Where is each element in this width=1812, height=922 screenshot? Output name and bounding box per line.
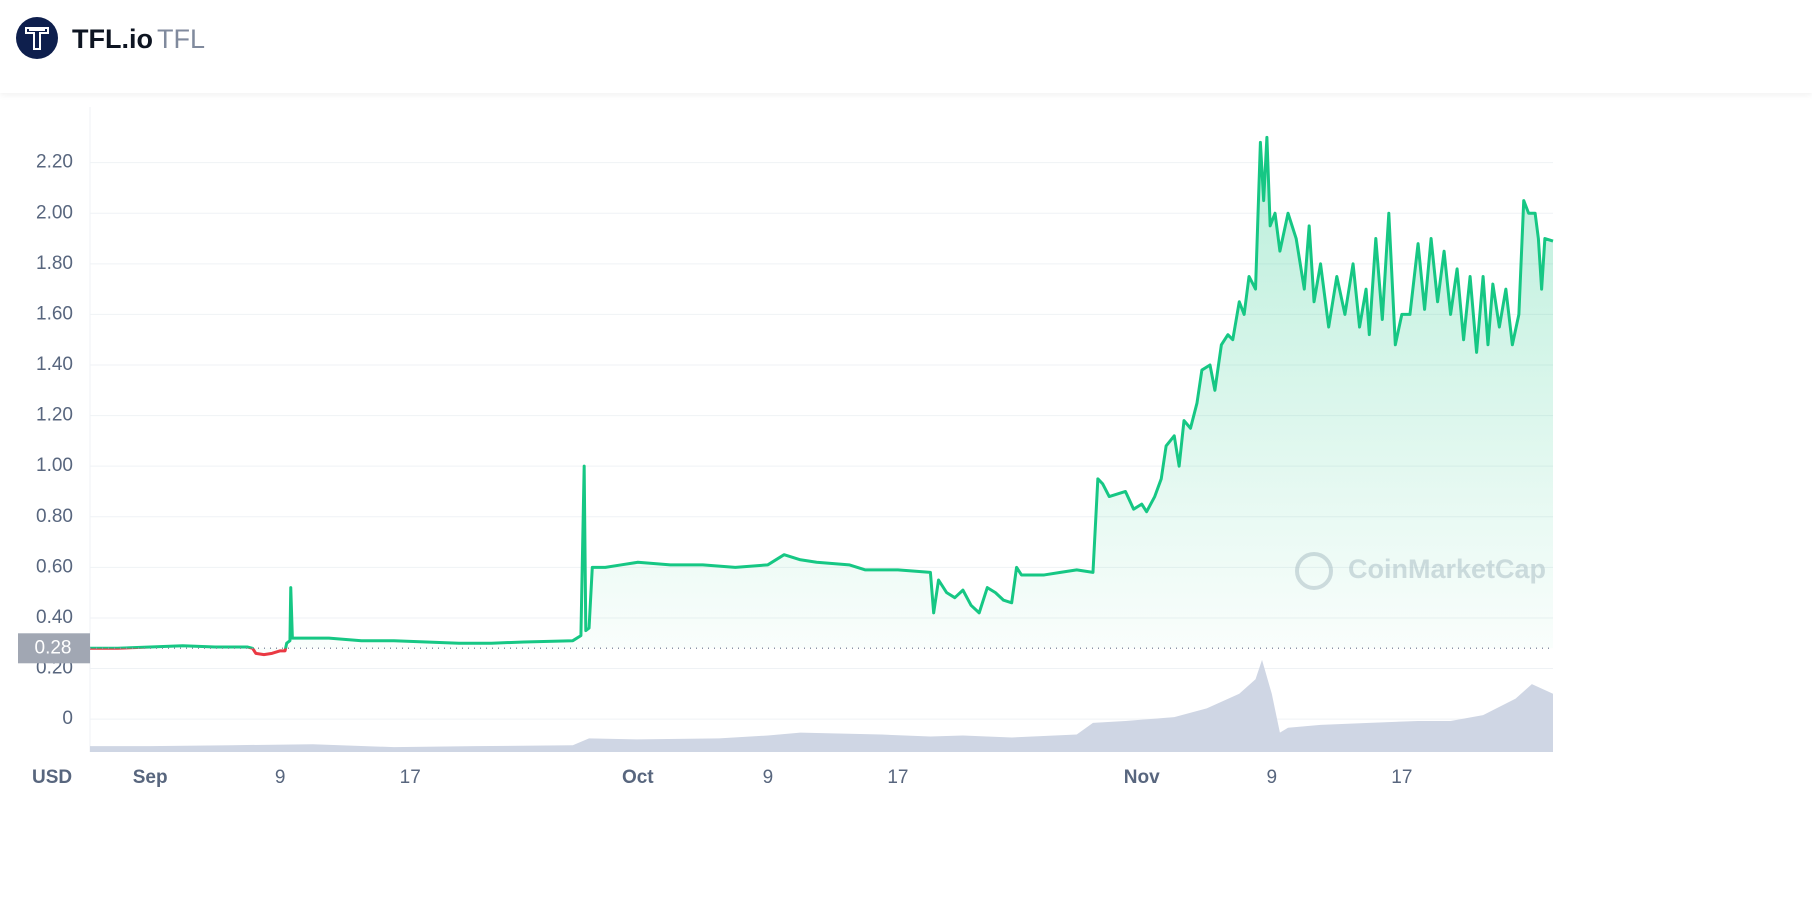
logo [16, 17, 58, 59]
current-price-box [18, 633, 90, 664]
y-tick-label: 0.80 [36, 506, 73, 527]
y-tick-label: 1.00 [36, 455, 73, 476]
y-tick-label: 0.60 [36, 556, 73, 577]
current-price-label: 0.28 [35, 637, 72, 658]
y-tick-label: 1.20 [36, 405, 73, 426]
y-tick-label: 1.60 [36, 303, 73, 324]
x-tick-label: 17 [400, 767, 421, 788]
y-tick-label: 0 [62, 708, 73, 729]
x-tick-label: Nov [1124, 767, 1160, 788]
x-tick-label: Sep [133, 767, 168, 788]
coin-symbol: TFL [157, 24, 206, 54]
header: TFL.io TFL [0, 0, 1812, 93]
volume-area [90, 659, 1553, 752]
x-tick-label: 17 [887, 767, 908, 788]
x-tick-label: 9 [1266, 767, 1277, 788]
x-tick-label: 17 [1391, 767, 1412, 788]
currency-label: USD [32, 767, 72, 788]
coin-name: TFL.io [72, 24, 153, 54]
x-tick-label: 9 [763, 767, 774, 788]
x-tick-label: 9 [275, 767, 286, 788]
y-tick-label: 0.40 [36, 607, 73, 628]
y-tick-label: 2.20 [36, 152, 73, 173]
y-tick-label: 1.80 [36, 253, 73, 274]
price-line [90, 135, 1554, 657]
y-tick-label: 1.40 [36, 354, 73, 375]
y-tick-label: 2.00 [36, 202, 73, 223]
chart: 00.200.400.600.801.001.201.401.601.802.0… [18, 107, 1554, 788]
price-area [90, 137, 1553, 655]
x-tick-label: Oct [622, 767, 654, 788]
